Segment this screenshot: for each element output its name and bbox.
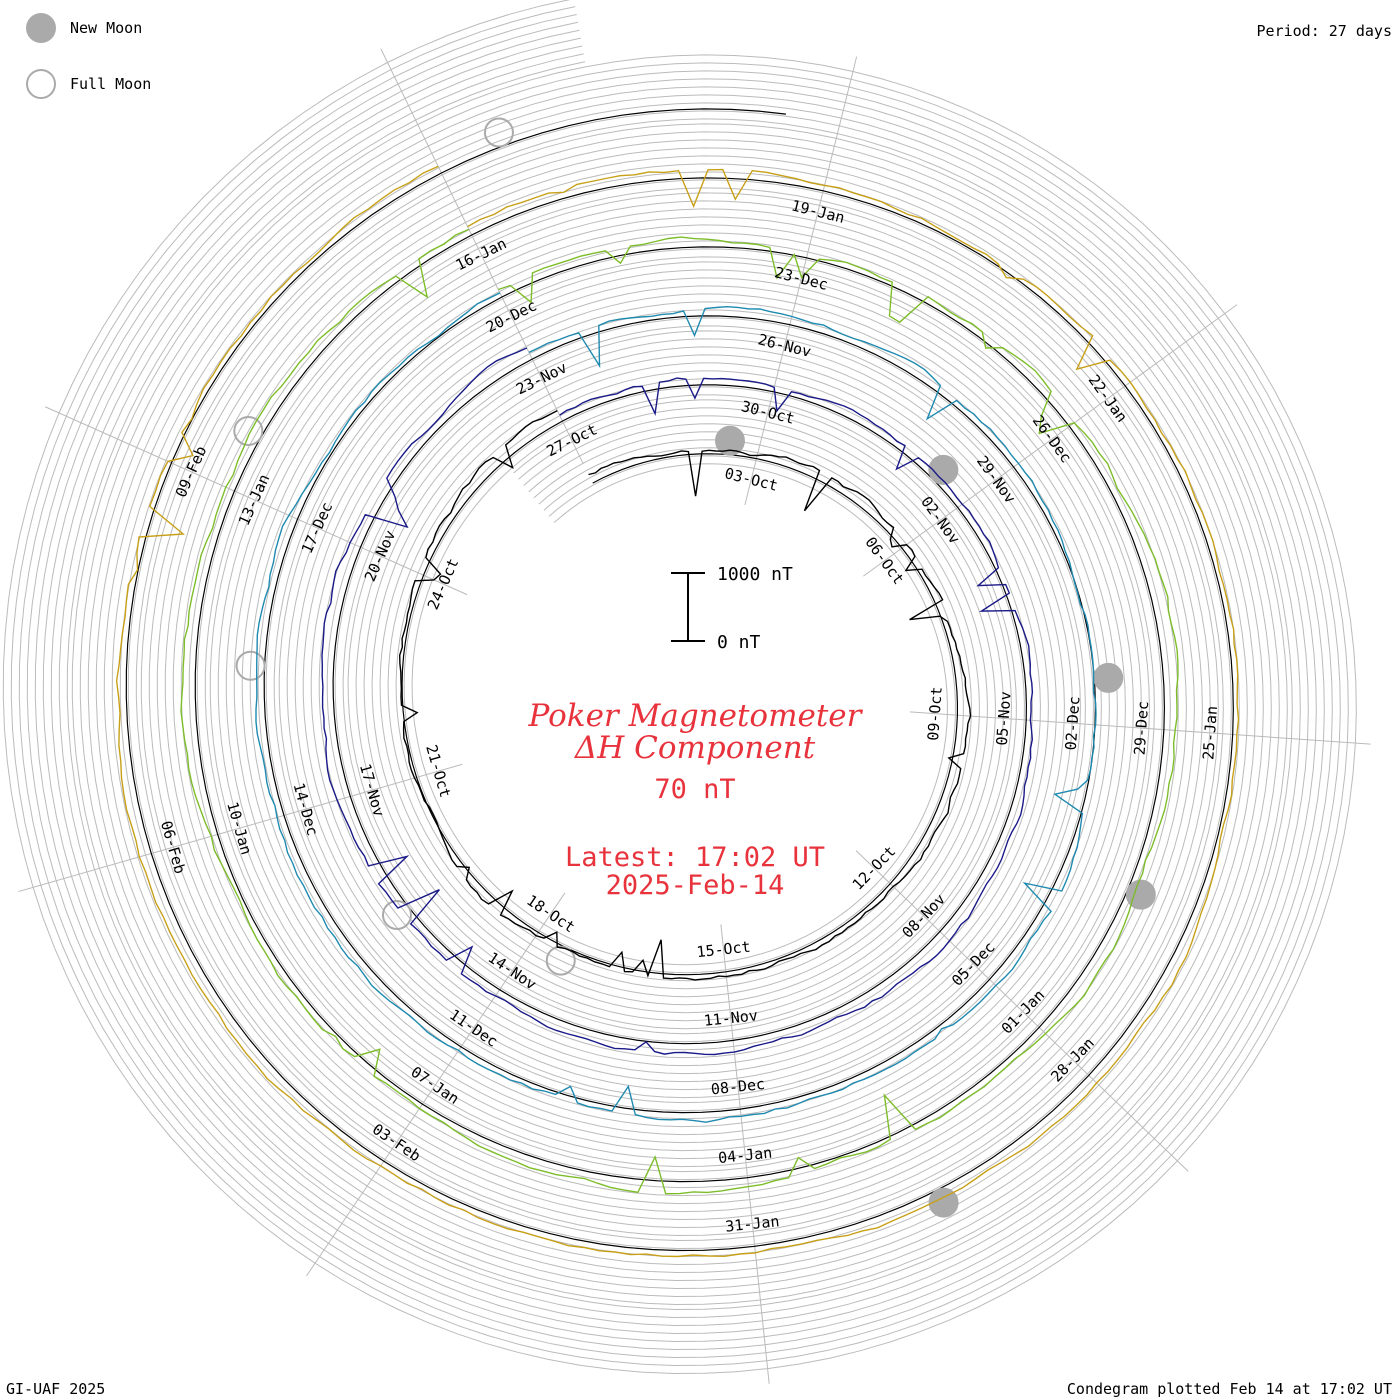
- new-moon-icon: [26, 13, 56, 43]
- new-moon-marker: [1125, 879, 1156, 910]
- day-spoke: [909, 711, 1371, 745]
- date-label: 09-Oct: [924, 686, 946, 741]
- date-label: 31-Jan: [724, 1212, 780, 1236]
- grid-ring: [50, 45, 1309, 1327]
- date-label: 29-Nov: [973, 452, 1019, 506]
- date-label: 11-Dec: [446, 1006, 501, 1051]
- date-label: 06-Oct: [861, 533, 907, 587]
- latest-time: Latest: 17:02 UT: [564, 842, 826, 873]
- date-label: 17-Dec: [298, 499, 336, 556]
- new-moon-marker: [928, 454, 959, 485]
- date-label: 11-Nov: [703, 1006, 759, 1030]
- scale-bar-top-label: 1000 nT: [717, 564, 793, 585]
- date-label: 14-Nov: [485, 948, 540, 993]
- title-value: 70 nT: [654, 774, 736, 805]
- grid-rings: [2, 0, 1357, 1375]
- footer-credit: GI-UAF 2025: [6, 1380, 106, 1398]
- date-label: 03-Oct: [723, 464, 780, 495]
- moon-markers: [233, 117, 1156, 1218]
- baseline-spiral: [125, 108, 1234, 1252]
- date-label: 02-Dec: [1062, 696, 1084, 751]
- full-moon-icon: [26, 69, 56, 99]
- grid-ring: [66, 61, 1293, 1311]
- full-moon-marker: [545, 945, 576, 976]
- full-moon-marker: [233, 415, 264, 446]
- legend-new-moon: New Moon: [26, 12, 142, 44]
- legend-full-moon-label: Full Moon: [70, 75, 152, 93]
- day-spoke: [744, 56, 858, 506]
- scale-bar-bottom-label: 0 nT: [717, 632, 761, 653]
- date-label: 08-Dec: [710, 1075, 766, 1099]
- title-component: ΔH Component: [574, 730, 816, 766]
- day-spoke: [380, 48, 584, 465]
- grid-ring: [34, 29, 1325, 1343]
- day-spoke: [720, 924, 770, 1384]
- legend-new-moon-label: New Moon: [70, 19, 143, 37]
- date-label: 20-Nov: [361, 527, 399, 584]
- rotation-trace: [398, 409, 972, 981]
- date-label: 05-Nov: [993, 691, 1015, 746]
- grid-ring: [42, 37, 1317, 1335]
- full-moon-marker: [483, 117, 514, 148]
- date-label: 26-Nov: [756, 330, 813, 361]
- date-label: 30-Oct: [739, 397, 796, 428]
- date-label: 13-Jan: [235, 471, 273, 528]
- rotation-trace: [255, 292, 1097, 1123]
- footer-plot-time: Condegram plotted Feb 14 at 17:02 UT: [1066, 1380, 1392, 1398]
- new-moon-marker: [928, 1187, 959, 1218]
- grid-ring: [18, 14, 1341, 1359]
- date-label: 24-Oct: [424, 556, 462, 613]
- date-label: 02-Nov: [917, 493, 963, 547]
- period-label: Period: 27 days: [1256, 22, 1392, 40]
- latest-date: 2025-Feb-14: [605, 870, 785, 901]
- day-spoke: [306, 892, 566, 1277]
- date-label: 19-Jan: [790, 196, 847, 227]
- baseline-spiral-line: [125, 108, 1234, 1252]
- date-label: 04-Jan: [717, 1144, 773, 1168]
- date-label: 25-Jan: [1199, 705, 1221, 760]
- scale-bar: 1000 nT 0 nT: [671, 564, 793, 653]
- grid-ring: [58, 53, 1301, 1319]
- title-instrument: Poker Magnetometer: [528, 698, 862, 734]
- data-traces: [115, 165, 1240, 1258]
- day-spoke: [855, 850, 1189, 1172]
- new-moon-marker: [714, 425, 745, 456]
- rotation-trace: [180, 228, 1179, 1195]
- grid-ring: [2, 0, 1357, 1375]
- date-label: 07-Jan: [407, 1063, 462, 1108]
- chart-title: Poker Magnetometer ΔH Component 70 nT La…: [450, 700, 940, 900]
- date-label: 23-Dec: [773, 263, 830, 294]
- date-label: 03-Feb: [369, 1120, 424, 1165]
- rotation-trace: [115, 165, 1240, 1258]
- date-label: 29-Dec: [1131, 700, 1153, 755]
- full-moon-marker: [235, 650, 266, 681]
- date-label: 15-Oct: [696, 938, 752, 962]
- new-moon-marker: [1093, 662, 1124, 693]
- day-spoke: [863, 304, 1238, 577]
- rotation-trace: [321, 347, 1034, 1056]
- day-spoke: [18, 763, 463, 893]
- legend-full-moon: Full Moon: [26, 68, 151, 100]
- grid-ring: [10, 6, 1349, 1367]
- day-spokes: [18, 48, 1371, 1384]
- day-spoke: [44, 406, 468, 596]
- grid-ring: [26, 21, 1333, 1351]
- full-moon-marker: [381, 899, 412, 930]
- date-label: 09-Feb: [172, 443, 210, 500]
